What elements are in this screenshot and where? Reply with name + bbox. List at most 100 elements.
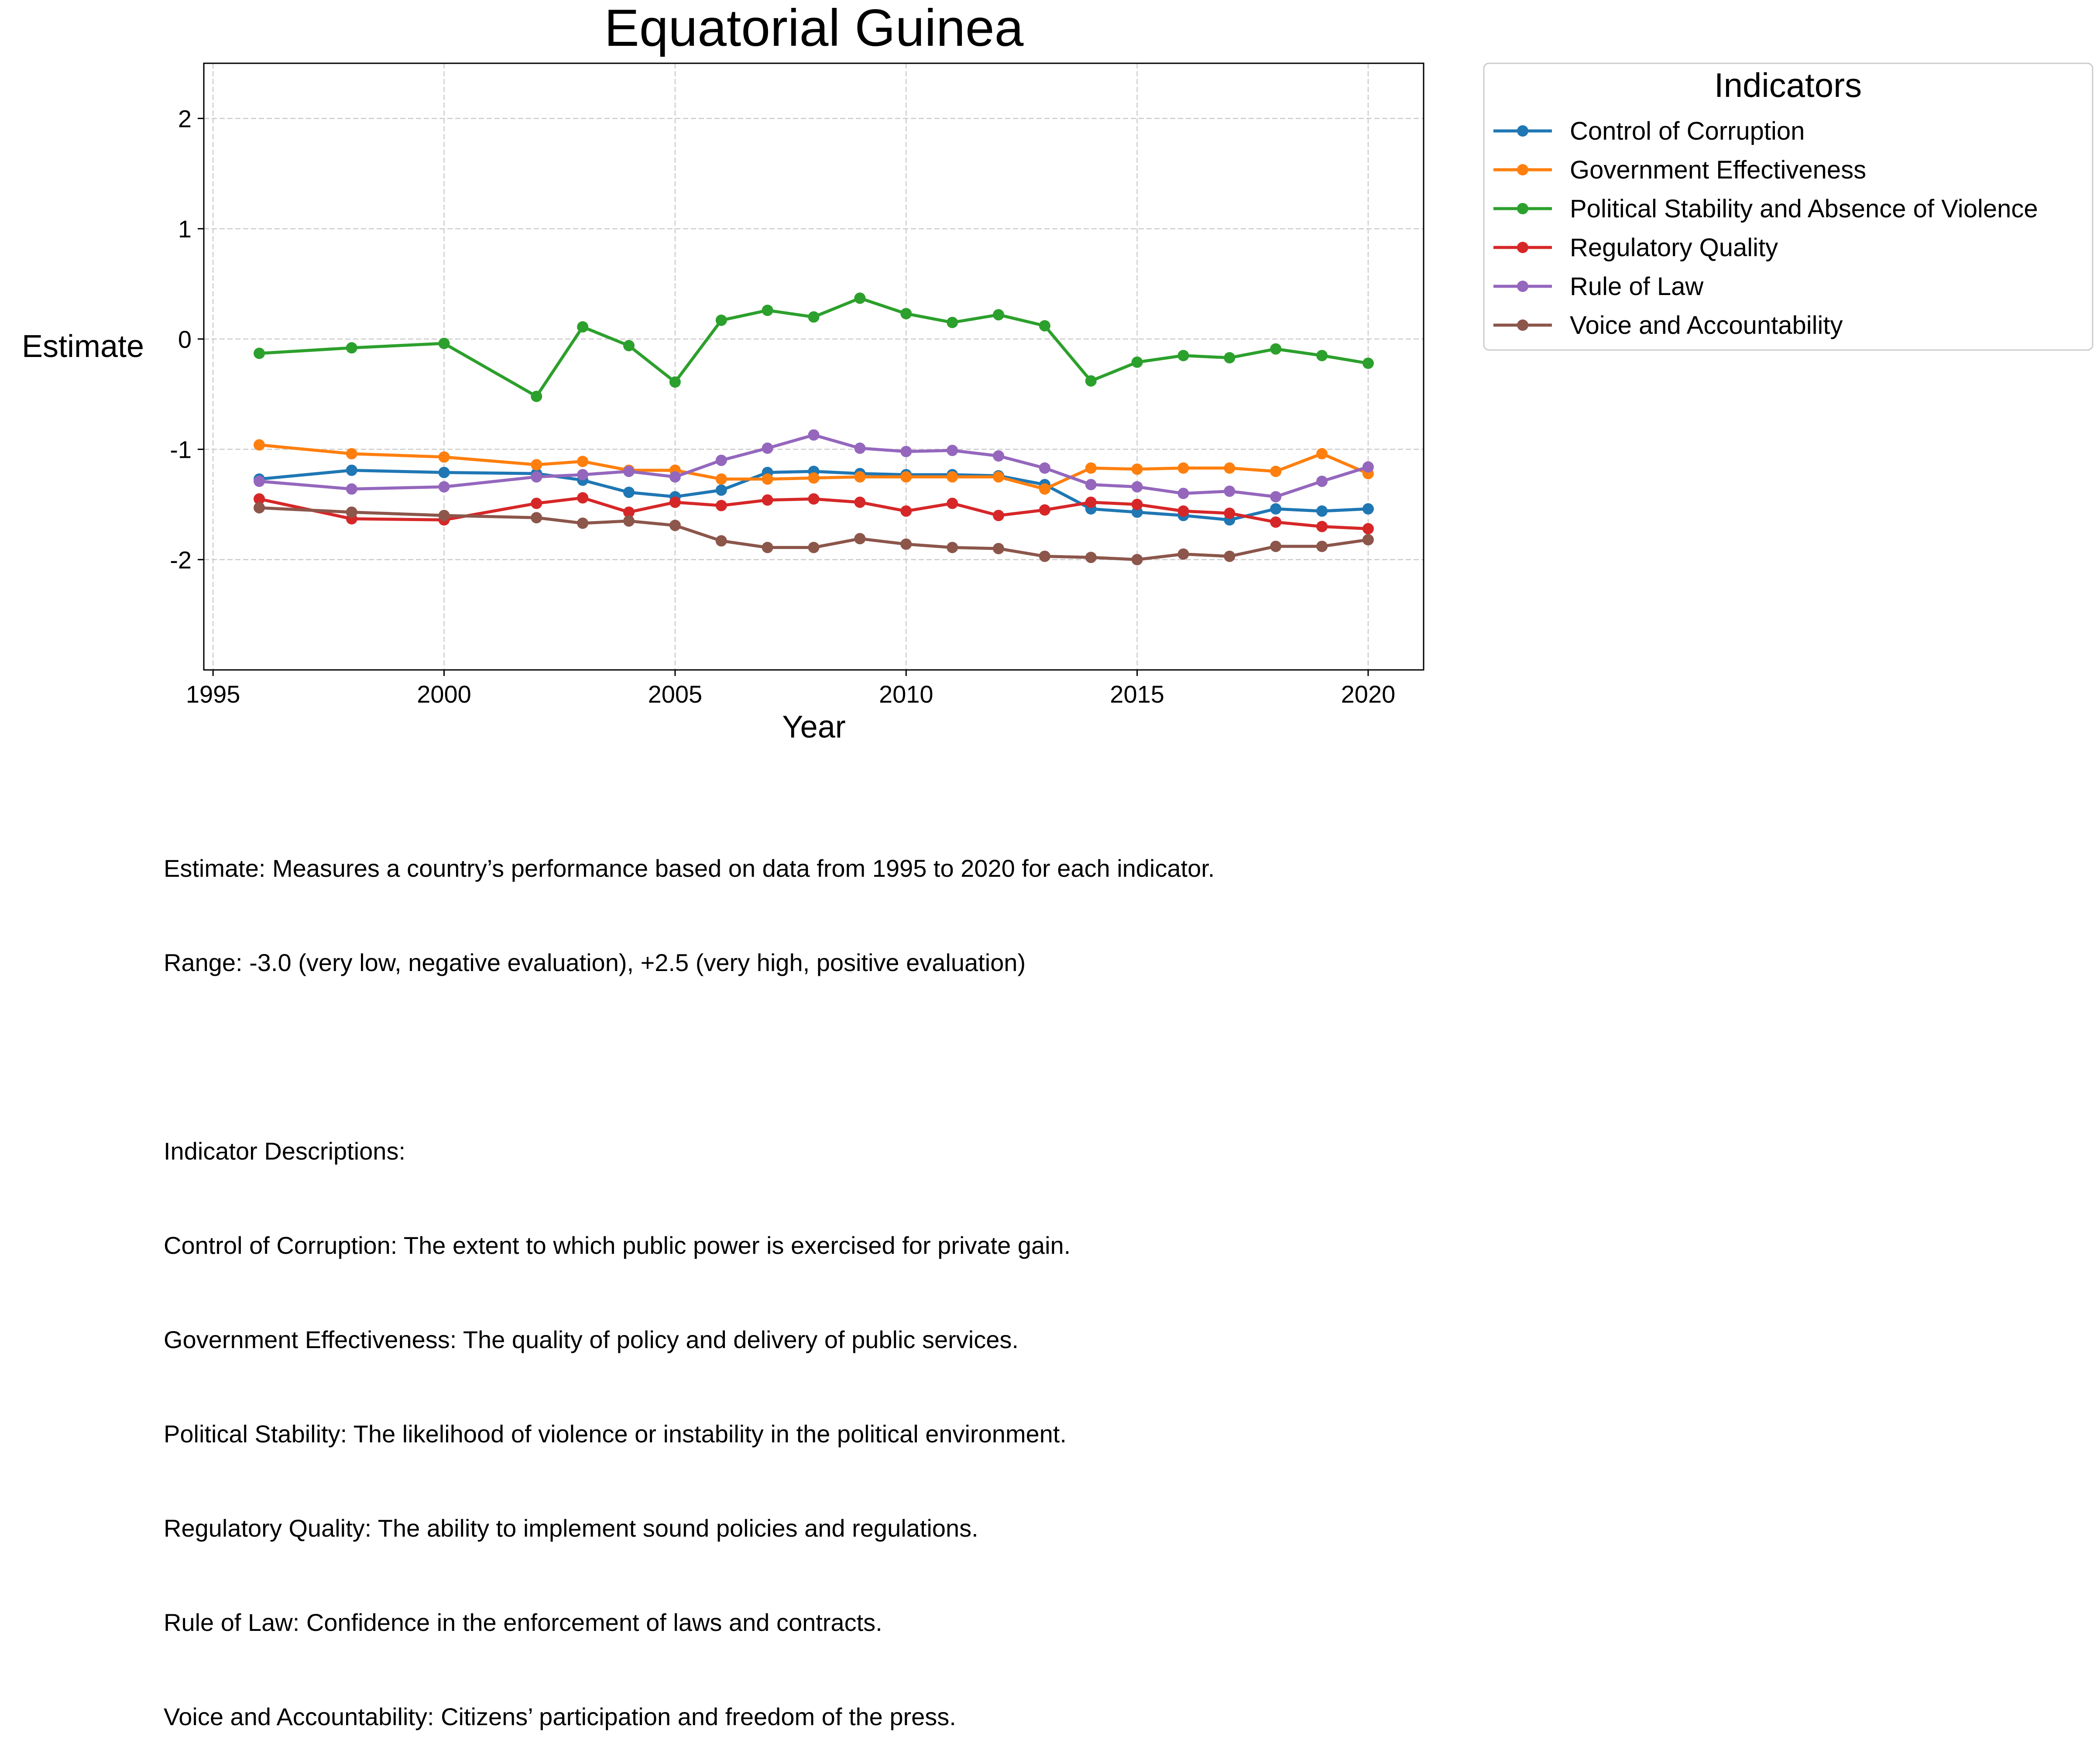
axis-ticks: 1995 2000 2005 2010 2015 2020 2 1 0 -1 -2 <box>170 105 1395 708</box>
data-point <box>808 472 820 484</box>
x-tick-label: 2015 <box>1110 680 1164 708</box>
data-point <box>1131 463 1143 475</box>
data-point <box>1177 462 1189 474</box>
data-point <box>808 493 820 505</box>
x-tick-label: 1995 <box>186 680 240 708</box>
data-point <box>669 496 681 508</box>
series-group <box>254 429 1374 503</box>
y-tick-label: 2 <box>178 105 192 132</box>
data-point <box>715 314 727 326</box>
data-point <box>947 316 958 328</box>
data-point <box>531 512 542 524</box>
legend-marker <box>1517 125 1528 137</box>
data-point <box>577 456 589 467</box>
legend-marker <box>1517 281 1528 292</box>
plot-frame <box>203 62 1424 671</box>
data-point <box>254 347 265 359</box>
data-point <box>1085 479 1097 491</box>
data-point <box>854 471 866 483</box>
data-point <box>715 500 727 511</box>
data-point <box>1085 496 1097 508</box>
data-point <box>1362 503 1374 515</box>
grid-lines <box>204 63 1424 670</box>
chart-notes: Estimate: Measures a country’s performan… <box>164 790 1215 1764</box>
data-point <box>992 471 1004 483</box>
legend-label: Voice and Accountability <box>1570 311 1843 340</box>
data-point <box>438 481 450 493</box>
note-line: Government Effectiveness: The quality of… <box>164 1326 1019 1353</box>
data-point <box>762 443 773 454</box>
x-tick-label: 2005 <box>648 680 703 708</box>
data-point <box>254 493 265 505</box>
data-point <box>762 473 773 485</box>
data-point <box>531 498 542 509</box>
data-point <box>1270 516 1282 528</box>
data-point <box>1177 487 1189 499</box>
data-point <box>854 496 866 508</box>
x-tick-label: 2020 <box>1341 680 1396 708</box>
data-point <box>808 542 820 553</box>
legend-item: Rule of Law <box>1493 272 1704 301</box>
data-point <box>623 487 635 498</box>
data-point <box>854 292 866 304</box>
data-point <box>254 502 265 514</box>
data-point <box>623 506 635 518</box>
data-point <box>762 494 773 506</box>
legend-label: Political Stability and Absence of Viole… <box>1570 195 2038 223</box>
data-point <box>531 459 542 470</box>
data-point <box>1316 521 1328 532</box>
data-point <box>1224 508 1236 519</box>
data-point <box>1362 534 1374 546</box>
data-point <box>947 498 958 509</box>
y-tick-label: -1 <box>170 436 192 463</box>
data-point <box>808 429 820 441</box>
legend-label: Control of Corruption <box>1570 117 1805 145</box>
data-point <box>1085 552 1097 563</box>
y-axis-label: Estimate <box>22 329 144 364</box>
data-point <box>1316 540 1328 552</box>
chart-title: Equatorial Guinea <box>604 0 1024 57</box>
data-point <box>1270 491 1282 503</box>
data-point <box>1039 320 1050 332</box>
data-point <box>900 446 912 457</box>
data-point <box>1316 505 1328 517</box>
series-line <box>257 443 1370 491</box>
data-point <box>438 510 450 522</box>
note-line: Regulatory Quality: The ability to imple… <box>164 1514 978 1542</box>
series-line <box>257 296 1370 398</box>
data-point <box>438 467 450 478</box>
series-group <box>254 502 1374 566</box>
data-point <box>346 448 357 460</box>
data-point <box>669 471 681 483</box>
data-point <box>715 454 727 466</box>
legend-item: Regulatory Quality <box>1493 233 1778 262</box>
data-point <box>900 505 912 517</box>
data-point <box>762 305 773 316</box>
legend-label: Regulatory Quality <box>1570 233 1778 262</box>
line-chart: Equatorial Guinea Year Estimate 1995 2000… <box>22 0 2094 745</box>
data-point <box>1177 350 1189 361</box>
data-point <box>1224 462 1236 474</box>
legend-marker <box>1517 203 1528 214</box>
data-point <box>715 484 727 496</box>
data-point <box>669 376 681 388</box>
data-point <box>1039 462 1050 474</box>
data-point <box>531 391 542 402</box>
data-point <box>254 475 265 487</box>
data-point <box>762 542 773 553</box>
legend-marker <box>1517 319 1528 331</box>
series-line <box>257 433 1370 498</box>
data-point <box>1316 350 1328 361</box>
legend-item: Voice and Accountability <box>1493 311 1843 340</box>
data-point <box>1316 448 1328 460</box>
series-line <box>257 496 1370 530</box>
series-group <box>254 292 1374 402</box>
data-point <box>1039 483 1050 495</box>
data-point <box>854 443 866 454</box>
data-point <box>808 311 820 323</box>
series-layer <box>254 292 1374 566</box>
data-point <box>992 450 1004 462</box>
note-line: Estimate: Measures a country’s performan… <box>164 855 1215 882</box>
data-point <box>577 492 589 504</box>
data-point <box>900 471 912 483</box>
